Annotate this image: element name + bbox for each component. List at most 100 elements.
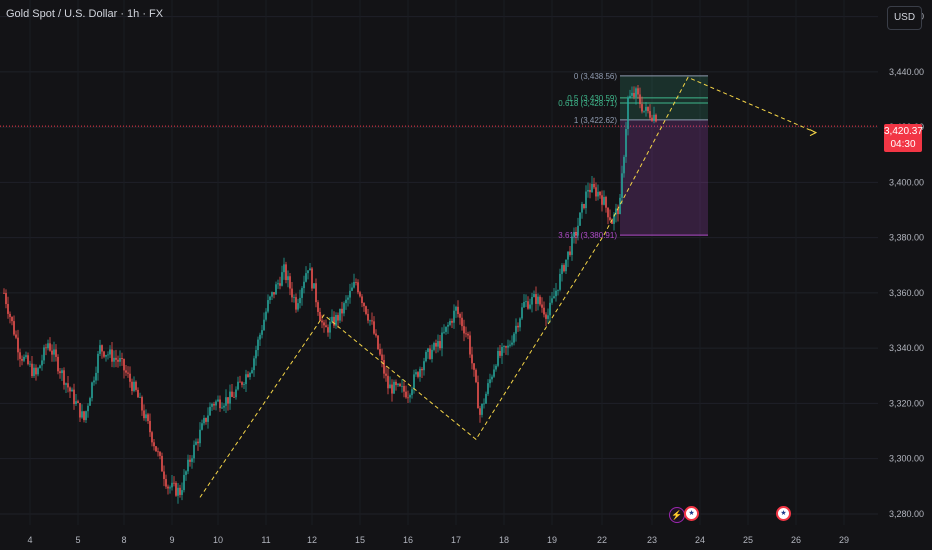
candle-body bbox=[151, 432, 153, 443]
candle-body bbox=[159, 451, 161, 456]
candle-body bbox=[457, 306, 459, 315]
candle-body bbox=[399, 383, 401, 387]
candle-body bbox=[555, 290, 557, 297]
candle-body bbox=[475, 369, 477, 383]
candle-body bbox=[241, 382, 243, 385]
candle-body bbox=[395, 381, 397, 386]
candle-body bbox=[63, 370, 65, 385]
candle-body bbox=[489, 379, 491, 384]
candle-body bbox=[509, 344, 511, 346]
candle-body bbox=[117, 359, 119, 362]
candle-body bbox=[183, 474, 185, 491]
candle-body bbox=[139, 397, 141, 398]
candle-body bbox=[173, 482, 175, 484]
candle-body bbox=[357, 282, 359, 293]
candle-body bbox=[189, 459, 191, 462]
candle-body bbox=[583, 203, 585, 209]
candle-body bbox=[337, 315, 339, 321]
candle-body bbox=[355, 282, 357, 283]
candle-body bbox=[447, 324, 449, 327]
candle-body bbox=[237, 381, 239, 390]
candle-body bbox=[359, 292, 361, 297]
us-flag-icon[interactable]: ★ bbox=[684, 506, 699, 521]
candle-body bbox=[485, 393, 487, 404]
candle-body bbox=[231, 391, 233, 397]
candle-body bbox=[383, 360, 385, 374]
candle-body bbox=[25, 355, 27, 357]
candle-body bbox=[273, 292, 275, 295]
candle-body bbox=[137, 389, 139, 398]
candle-body bbox=[179, 487, 181, 495]
candle-body bbox=[575, 231, 577, 236]
candle-body bbox=[23, 356, 25, 361]
candle-body bbox=[415, 372, 417, 375]
candle-body bbox=[547, 315, 549, 319]
candle-body bbox=[155, 446, 157, 452]
currency-button[interactable]: USD bbox=[887, 6, 922, 30]
lightning-icon[interactable]: ⚡ bbox=[669, 507, 685, 523]
candle-body bbox=[249, 372, 251, 378]
candle-body bbox=[545, 314, 547, 319]
time-tick-label: 12 bbox=[307, 535, 317, 545]
candle-body bbox=[95, 372, 97, 381]
candle-body bbox=[301, 288, 303, 298]
candle-body bbox=[587, 189, 589, 192]
candle-body bbox=[113, 357, 115, 362]
candle-body bbox=[647, 106, 649, 112]
candle-body bbox=[431, 349, 433, 359]
candle-body bbox=[171, 482, 173, 488]
candle-body bbox=[269, 296, 271, 301]
candle-body bbox=[313, 283, 315, 289]
candle-body bbox=[389, 384, 391, 389]
candle-body bbox=[335, 315, 337, 326]
candle-body bbox=[97, 353, 99, 373]
candle-body bbox=[75, 401, 77, 405]
candle-body bbox=[315, 283, 317, 303]
candle-body bbox=[35, 367, 37, 375]
price-tick-label: 3,440.00 bbox=[889, 67, 924, 77]
candle-body bbox=[513, 333, 515, 343]
us-flag-icon[interactable]: ★ bbox=[776, 506, 791, 521]
candle-body bbox=[567, 251, 569, 260]
candle-body bbox=[331, 316, 333, 322]
candle-body bbox=[463, 326, 465, 334]
candle-body bbox=[85, 411, 87, 421]
candle-body bbox=[149, 420, 151, 433]
candle-body bbox=[53, 349, 55, 355]
candle-body bbox=[569, 251, 571, 255]
candle-body bbox=[203, 417, 205, 424]
price-tick-label: 3,340.00 bbox=[889, 343, 924, 353]
candle-body bbox=[639, 94, 641, 105]
candle-body bbox=[521, 307, 523, 319]
time-tick-label: 25 bbox=[743, 535, 753, 545]
candles bbox=[3, 84, 657, 504]
candle-body bbox=[467, 333, 469, 336]
candle-body bbox=[217, 399, 219, 402]
candle-body bbox=[215, 401, 217, 406]
symbol-title[interactable]: Gold Spot / U.S. Dollar · 1h · FX bbox=[6, 8, 164, 20]
candle-body bbox=[343, 303, 345, 314]
candle-body bbox=[59, 371, 61, 374]
fib-level-label: 0.618 (3,428.71) bbox=[558, 99, 617, 108]
candle-body bbox=[511, 342, 513, 345]
time-tick-label: 11 bbox=[261, 535, 270, 545]
candle-body bbox=[479, 408, 481, 415]
candle-body bbox=[255, 350, 257, 359]
price-tick-label: 3,360.00 bbox=[889, 288, 924, 298]
candle-body bbox=[297, 303, 299, 310]
candle-body bbox=[167, 486, 169, 489]
time-tick-label: 15 bbox=[355, 535, 365, 545]
candle-body bbox=[83, 411, 85, 421]
candle-body bbox=[375, 333, 377, 336]
candle-body bbox=[243, 384, 245, 385]
time-tick-label: 23 bbox=[647, 535, 657, 545]
candle-body bbox=[251, 370, 253, 373]
candle-body bbox=[645, 106, 647, 111]
time-tick-label: 18 bbox=[499, 535, 509, 545]
candle-body bbox=[193, 444, 195, 459]
candle-body bbox=[407, 397, 409, 399]
candle-body bbox=[55, 349, 57, 357]
candle-body bbox=[61, 370, 63, 374]
candle-body bbox=[207, 415, 209, 422]
